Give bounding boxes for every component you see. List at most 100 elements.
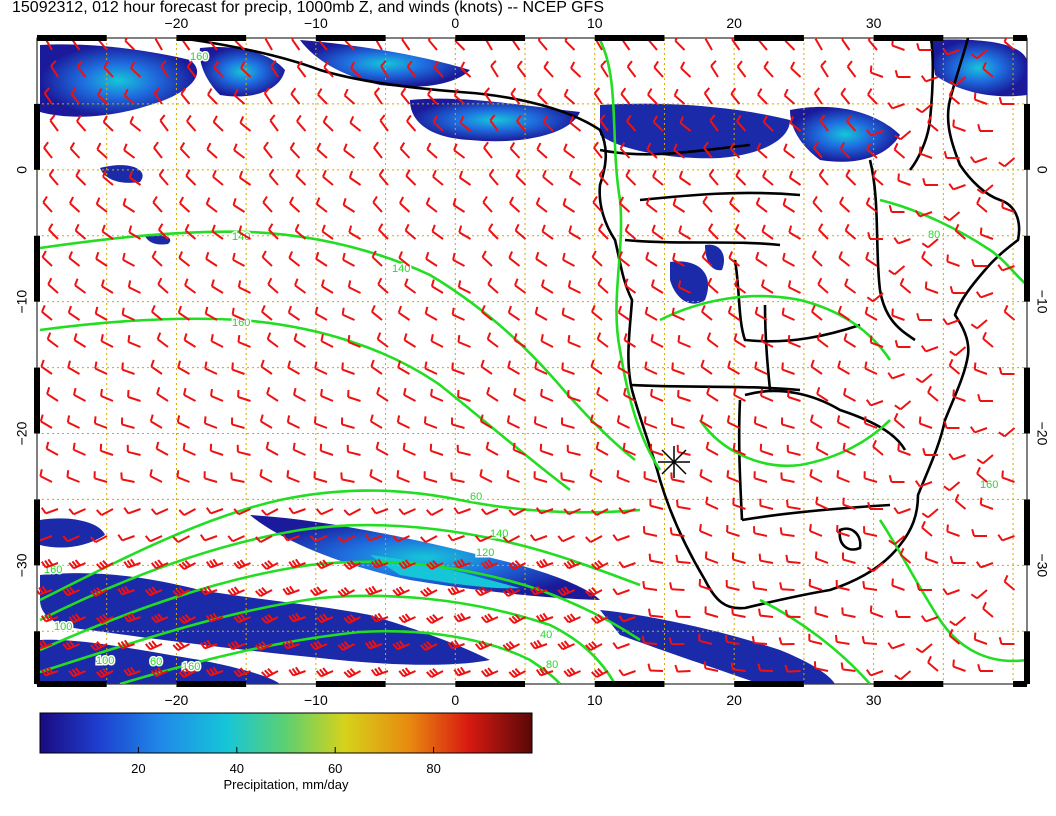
wind-barb-icon	[426, 508, 444, 516]
wind-barb-icon	[430, 279, 444, 294]
wind-barb-icon	[570, 61, 582, 78]
station-marker-icon	[658, 446, 690, 478]
x-tick-label-bottom: −20	[165, 692, 189, 708]
wind-barb-icon	[510, 87, 521, 105]
x-tick-label-bottom: 30	[866, 692, 882, 708]
wind-barb-icon	[399, 196, 411, 213]
wind-barb-icon	[401, 38, 411, 51]
axis-bar-bottom	[873, 681, 944, 687]
axis-bar-bottom	[1013, 681, 1027, 687]
wind-barb-icon	[184, 223, 197, 240]
wind-barb-icon	[293, 387, 306, 402]
wind-barb-icon	[894, 339, 911, 348]
wind-barb-icon	[378, 168, 389, 186]
wind-barb-icon	[426, 614, 444, 624]
wind-barb-icon	[403, 333, 417, 348]
wind-barb-icon	[293, 333, 307, 348]
wind-barb-icon	[758, 608, 774, 618]
wind-barb-icon	[100, 334, 114, 348]
wind-barb-icon	[893, 142, 906, 159]
wind-barb-icon	[728, 251, 741, 267]
wind-barb-icon	[204, 361, 218, 375]
wind-barb-icon	[263, 141, 273, 159]
wind-barb-icon	[69, 142, 81, 159]
wind-barb-icon	[701, 304, 713, 321]
wind-barb-icon	[172, 641, 190, 651]
wind-barb-icon	[979, 497, 994, 510]
wind-barb-icon	[702, 195, 713, 213]
wind-barb-icon	[845, 169, 857, 186]
wind-barb-icon	[897, 173, 911, 186]
wind-barb-icon	[295, 169, 307, 186]
wind-barb-icon	[569, 116, 582, 132]
axis-bar-bottom	[37, 681, 107, 687]
wind-barb-icon	[152, 195, 163, 213]
wind-barb-icon	[893, 237, 911, 245]
wind-barb-icon	[342, 252, 355, 267]
wind-barb-icon	[921, 238, 939, 249]
wind-barb-icon	[861, 635, 878, 645]
wind-barb-icon	[288, 251, 301, 267]
contour-label: 60	[150, 656, 162, 668]
wind-barb-icon	[320, 388, 334, 402]
wind-barb-icon	[227, 586, 245, 597]
wind-barb-icon	[130, 61, 142, 78]
wind-barb-icon	[590, 359, 603, 375]
wind-barb-icon	[261, 508, 279, 516]
wind-barb-icon	[535, 251, 548, 267]
wind-barb-icon	[869, 335, 884, 348]
wind-barb-icon	[99, 443, 114, 456]
wind-barb-icon	[323, 60, 334, 78]
wind-barb-icon	[677, 389, 691, 402]
wind-barb-icon	[288, 666, 306, 677]
wind-barb-icon	[176, 415, 190, 429]
axis-bar-right	[1024, 631, 1030, 684]
wind-barb-icon	[914, 210, 933, 218]
wind-barb-icon	[698, 578, 713, 591]
wind-barb-icon	[502, 641, 520, 651]
wind-barb-icon	[596, 386, 609, 402]
wind-barb-icon	[563, 667, 581, 678]
wind-barb-icon	[45, 441, 59, 456]
wind-barb-icon	[699, 414, 713, 429]
wind-barb-icon	[117, 534, 135, 542]
wind-barb-icon	[343, 614, 361, 624]
wind-barb-icon	[585, 641, 603, 651]
wind-barb-icon	[535, 666, 554, 677]
wind-barb-icon	[997, 264, 1015, 272]
wind-barb-icon	[398, 613, 416, 624]
wind-barb-icon	[205, 251, 218, 267]
wind-barb-icon	[529, 534, 548, 542]
colorbar-tick-label: 40	[230, 761, 244, 776]
wind-barb-icon	[557, 586, 575, 597]
wind-barb-icon	[233, 508, 251, 516]
wind-barb-icon	[160, 60, 169, 78]
wind-barb-icon	[123, 558, 141, 569]
wind-barb-icon	[703, 87, 713, 105]
wind-barb-icon	[617, 360, 631, 375]
axis-bar-left	[34, 235, 40, 302]
wind-barb-icon	[420, 587, 438, 597]
wind-barb-icon	[180, 87, 191, 105]
wind-barb-icon	[62, 640, 80, 651]
wind-barb-icon	[90, 535, 108, 543]
wind-barb-icon	[730, 662, 746, 672]
wind-barb-icon	[641, 635, 658, 645]
wind-barb-icon	[567, 389, 581, 402]
wind-barb-icon	[343, 560, 361, 570]
wind-barb-icon	[670, 472, 685, 483]
wind-barb-icon	[618, 615, 636, 623]
wind-barb-icon	[206, 142, 218, 159]
wind-barb-icon	[370, 507, 389, 515]
wind-barb-icon	[645, 251, 658, 267]
wind-barb-icon	[349, 116, 362, 132]
wind-barb-icon	[67, 305, 81, 321]
axis-bar-bottom	[455, 681, 526, 687]
wind-barb-icon	[782, 252, 795, 267]
wind-barb-icon	[624, 223, 637, 240]
wind-barb-icon	[732, 497, 746, 510]
wind-barb-icon	[674, 38, 686, 51]
wind-barb-icon	[946, 524, 960, 537]
wind-barb-icon	[888, 474, 905, 483]
wind-barb-icon	[710, 60, 719, 78]
